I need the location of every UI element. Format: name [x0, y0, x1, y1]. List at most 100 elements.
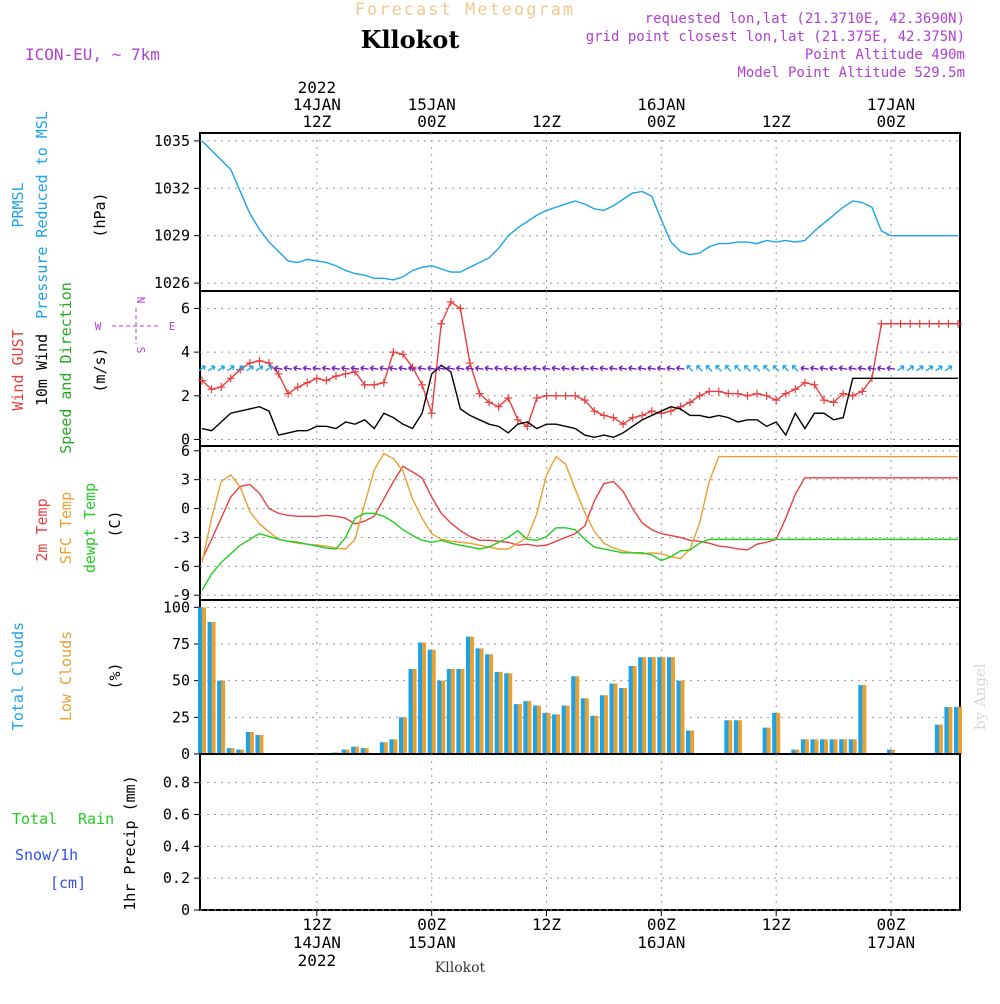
- top-time-label: 16JAN: [637, 95, 685, 114]
- gust-point: [915, 319, 924, 328]
- cloud-bar-total: [858, 685, 864, 754]
- wind-arrow-shape: [838, 365, 848, 372]
- cloud-bar-total: [647, 657, 653, 754]
- wind-arrow-shape: [532, 365, 541, 372]
- wind-direction-arrow: [628, 365, 637, 372]
- clouds-ytick-label: 75: [172, 635, 190, 653]
- cloud-bar-low: [364, 748, 369, 754]
- cloud-bar-total: [571, 676, 577, 754]
- wind-direction-arrow: [647, 365, 656, 372]
- cloud-bar-total: [236, 749, 242, 754]
- wind-arrow-shape: [696, 365, 703, 372]
- cloud-bar-low: [632, 666, 637, 754]
- wind-direction-arrow: [465, 365, 475, 372]
- cloud-bar-total: [532, 705, 538, 754]
- cloud-bar-total: [437, 680, 443, 754]
- wind-direction-arrow: [475, 365, 484, 372]
- cloud-bar-low: [833, 739, 838, 754]
- wind-direction-arrow: [513, 365, 522, 372]
- wind-arrow-shape: [551, 365, 561, 372]
- wind-arrow-shape: [379, 365, 388, 372]
- cloud-bar-total: [207, 622, 213, 754]
- gust-point: [944, 319, 953, 328]
- precip-ytick-label: 0: [181, 901, 190, 919]
- gust-point: [370, 380, 379, 389]
- cloud-bar-total: [379, 742, 385, 754]
- wind-direction-arrow: [810, 365, 819, 372]
- cloud-bar-total: [418, 642, 424, 754]
- gust-point: [532, 393, 541, 402]
- wind-arrow-shape: [857, 365, 867, 372]
- cloud-bar-total: [504, 673, 510, 754]
- gust-point: [226, 374, 235, 383]
- gust-point: [542, 391, 551, 400]
- cloud-bar-total: [733, 720, 739, 754]
- temp-ytick-label: -3: [172, 528, 190, 546]
- gust-point: [437, 319, 446, 328]
- gust-point: [800, 378, 809, 387]
- wind-direction-arrow: [207, 365, 216, 372]
- temp-ytick-label: -9: [172, 586, 190, 604]
- cloud-bar-total: [446, 668, 452, 754]
- cloud-bar-total: [599, 695, 605, 754]
- gust-point: [465, 359, 474, 368]
- cloud-bar-total: [542, 712, 548, 754]
- wind-direction-arrow: [388, 365, 398, 372]
- top-time-label: 15JAN: [408, 95, 456, 114]
- gust-point: [609, 413, 618, 422]
- cloud-bar-low: [450, 668, 455, 754]
- wind-direction-arrow: [494, 365, 503, 372]
- bottom-time-label: 00Z: [877, 915, 906, 934]
- wind-arrow-shape: [618, 365, 628, 372]
- cloud-bar-low: [852, 739, 857, 754]
- temp-series-2: [201, 512, 958, 591]
- cloud-bar-low: [824, 739, 829, 754]
- cloud-bar-low: [862, 685, 867, 754]
- wind-arrow-shape: [800, 365, 809, 372]
- wind-arrow-shape: [935, 365, 943, 372]
- cloud-bar-total: [800, 739, 806, 754]
- top-time-label: 00Z: [647, 112, 676, 131]
- temp-label-2m: 2m Temp: [33, 498, 51, 561]
- top-time-label: 12Z: [532, 112, 561, 131]
- wind-arrow-shape: [217, 365, 226, 372]
- wind-arrow-shape: [293, 365, 302, 372]
- wind-direction-arrow: [246, 365, 254, 372]
- wind-direction-arrow: [293, 365, 302, 372]
- gust-point: [647, 407, 656, 416]
- cloud-bar-total: [848, 739, 854, 754]
- temp-ytick-label: 0: [181, 500, 190, 518]
- temp-frame: [199, 445, 961, 601]
- point-altitude: Point Altitude 490m: [805, 47, 965, 63]
- cloud-bar-low: [259, 734, 264, 754]
- cloud-bar-total: [676, 680, 682, 754]
- gust-point: [619, 420, 628, 429]
- footer-location: Kllokot: [435, 960, 486, 976]
- cloud-bar-total: [360, 748, 366, 754]
- gust-point: [733, 389, 742, 398]
- wind-arrow-shape: [715, 365, 723, 372]
- cloud-bar-total: [351, 746, 357, 754]
- cloud-bar-low: [575, 676, 580, 754]
- wind-arrow-shape: [274, 365, 283, 372]
- gust-point: [255, 356, 264, 365]
- bottom-time-label: 00Z: [647, 915, 676, 934]
- cloud-unit: (%): [106, 662, 124, 689]
- gust-point: [628, 413, 637, 422]
- top-time-label: 14JAN: [293, 95, 341, 114]
- precip-frame: [199, 753, 961, 911]
- pressure-ytick-label: 1026: [154, 274, 190, 292]
- wind-arrow-shape: [666, 365, 675, 372]
- cloud-bar-total: [686, 730, 692, 754]
- gust-point: [791, 385, 800, 394]
- wind-direction-arrow: [743, 365, 751, 372]
- bottom-time-label: 12Z: [532, 915, 561, 934]
- wind-ytick-label: 0: [181, 430, 190, 448]
- cloud-bar-low: [393, 739, 398, 754]
- cloud-bar-low: [766, 727, 771, 754]
- wind-direction-arrow: [436, 365, 446, 372]
- wind-arrow-shape: [599, 365, 608, 372]
- clouds-frame: [199, 599, 961, 755]
- gust-point: [666, 407, 675, 416]
- cloud-bar-total: [552, 714, 558, 754]
